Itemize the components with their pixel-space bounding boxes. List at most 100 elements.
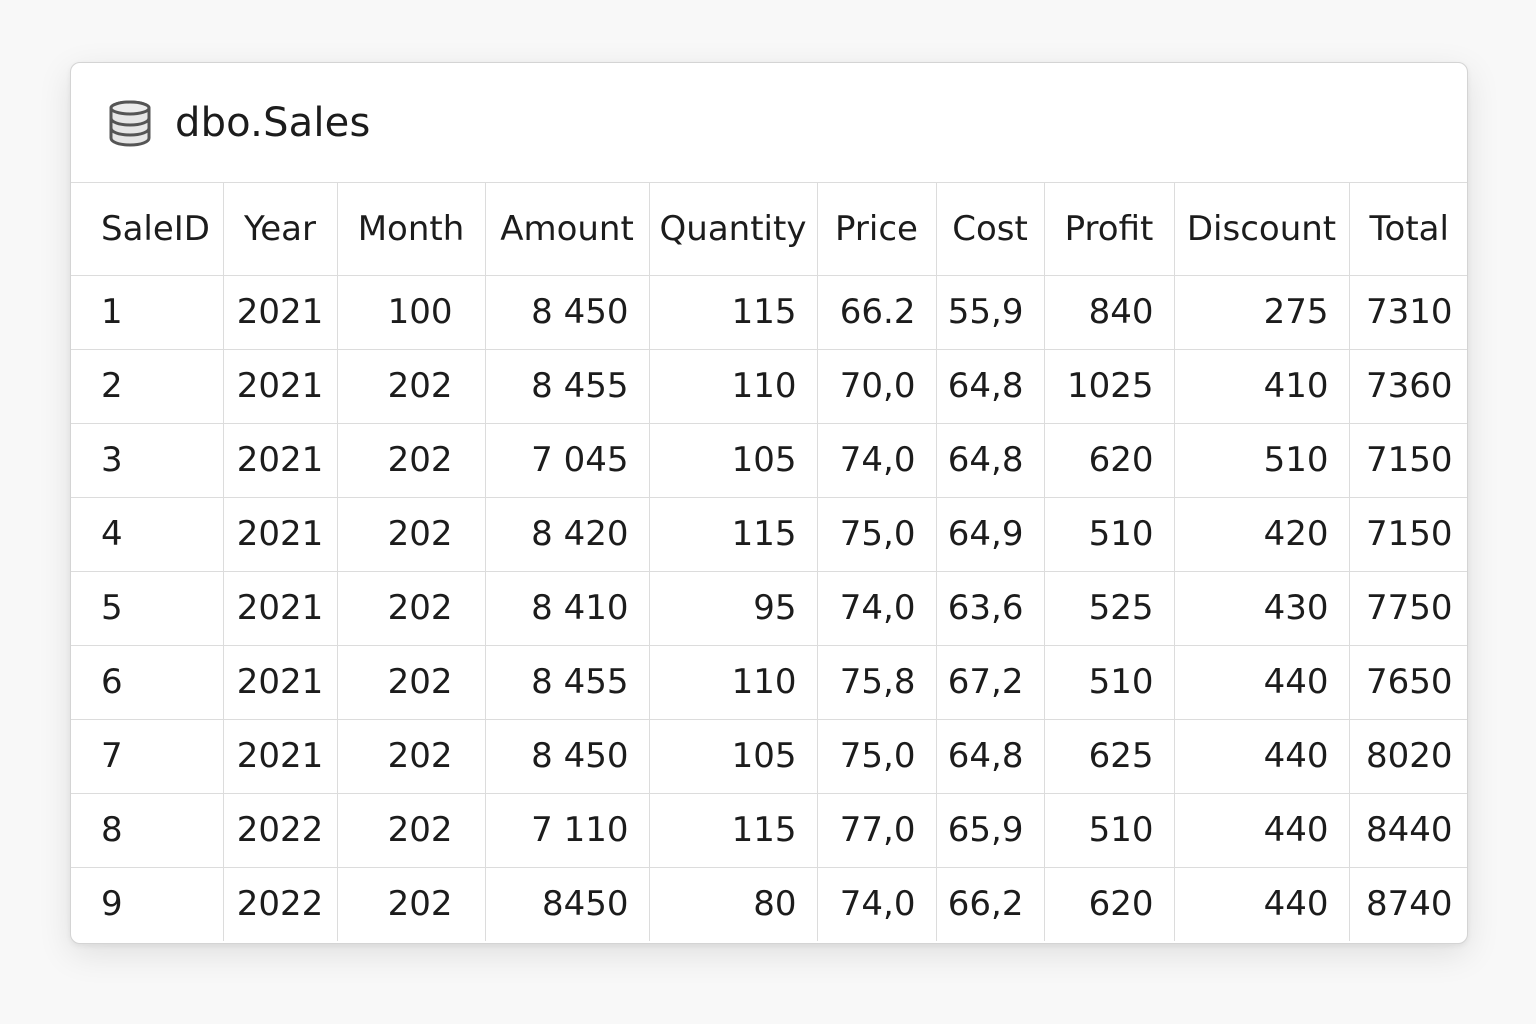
cell-quantity[interactable]: 95 xyxy=(649,571,818,646)
cell-year[interactable]: 2021 xyxy=(223,497,338,572)
cell-saleid[interactable]: 3 xyxy=(71,423,224,498)
cell-profit[interactable]: 1025 xyxy=(1044,349,1175,424)
cell-cost[interactable]: 64,9 xyxy=(936,497,1045,572)
cell-month[interactable]: 202 xyxy=(337,571,486,646)
cell-year[interactable]: 2021 xyxy=(223,719,338,794)
cell-total[interactable]: 7360 xyxy=(1349,349,1467,424)
cell-discount[interactable]: 410 xyxy=(1174,349,1350,424)
cell-year[interactable]: 2021 xyxy=(223,349,338,424)
cell-month[interactable]: 202 xyxy=(337,349,486,424)
cell-quantity[interactable]: 115 xyxy=(649,497,818,572)
cell-quantity[interactable]: 115 xyxy=(649,793,818,868)
cell-price[interactable]: 74,0 xyxy=(817,423,937,498)
cell-cost[interactable]: 65,9 xyxy=(936,793,1045,868)
cell-discount[interactable]: 510 xyxy=(1174,423,1350,498)
cell-year[interactable]: 2021 xyxy=(223,645,338,720)
cell-saleid[interactable]: 9 xyxy=(71,867,224,941)
cell-cost[interactable]: 67,2 xyxy=(936,645,1045,720)
column-header-discount[interactable]: Discount xyxy=(1174,183,1350,276)
cell-discount[interactable]: 420 xyxy=(1174,497,1350,572)
cell-month[interactable]: 202 xyxy=(337,497,486,572)
cell-price[interactable]: 74,0 xyxy=(817,571,937,646)
cell-saleid[interactable]: 7 xyxy=(71,719,224,794)
table-row[interactable]: 3 2021 202 7 045 105 74,0 64,8 620 510 7150 xyxy=(71,423,1467,498)
cell-month[interactable]: 202 xyxy=(337,423,486,498)
cell-discount[interactable]: 440 xyxy=(1174,867,1350,941)
cell-cost[interactable]: 64,8 xyxy=(936,719,1045,794)
cell-total[interactable]: 8020 xyxy=(1349,719,1467,794)
table-row[interactable]: 1 2021 100 8 450 115 66.2 55,9 840 275 7310 xyxy=(71,275,1467,350)
table-row[interactable]: 5 2021 202 8 410 95 74,0 63,6 525 430 7750 xyxy=(71,571,1467,646)
cell-saleid[interactable]: 1 xyxy=(71,275,224,350)
column-header-quantity[interactable]: Quantity xyxy=(649,183,818,276)
column-header-profit[interactable]: Profit xyxy=(1044,183,1175,276)
cell-discount[interactable]: 440 xyxy=(1174,793,1350,868)
cell-price[interactable]: 75,8 xyxy=(817,645,937,720)
column-header-saleid[interactable]: SaleID xyxy=(71,183,224,276)
cell-year[interactable]: 2022 xyxy=(223,867,338,941)
cell-year[interactable]: 2022 xyxy=(223,793,338,868)
cell-profit[interactable]: 840 xyxy=(1044,275,1175,350)
cell-total[interactable]: 7150 xyxy=(1349,497,1467,572)
cell-month[interactable]: 202 xyxy=(337,719,486,794)
cell-month[interactable]: 202 xyxy=(337,645,486,720)
cell-saleid[interactable]: 5 xyxy=(71,571,224,646)
table-row[interactable]: 9 2022 202 8450 80 74,0 66,2 620 440 8740 xyxy=(71,867,1467,941)
cell-profit[interactable]: 525 xyxy=(1044,571,1175,646)
cell-total[interactable]: 8740 xyxy=(1365,884,1453,925)
cell-saleid[interactable]: 8 xyxy=(71,793,224,868)
cell-quantity[interactable]: 115 xyxy=(649,275,818,350)
cell-amount[interactable]: 8 410 xyxy=(485,571,650,646)
cell-discount[interactable]: 440 xyxy=(1174,719,1350,794)
cell-cost[interactable]: 64,8 xyxy=(936,423,1045,498)
cell-total[interactable]: 7150 xyxy=(1349,423,1467,498)
table-row[interactable]: 8 2022 202 7 110 115 77,0 65,9 510 440 8440 xyxy=(71,793,1467,868)
column-header-amount[interactable]: Amount xyxy=(485,183,650,276)
cell-profit[interactable]: 620 xyxy=(1044,423,1175,498)
table-row[interactable]: 7 2021 202 8 450 105 75,0 64,8 625 440 8020 xyxy=(71,719,1467,794)
cell-profit[interactable]: 510 xyxy=(1044,497,1175,572)
cell-profit[interactable]: 510 xyxy=(1044,793,1175,868)
cell-total[interactable]: 8440 xyxy=(1349,793,1467,868)
cell-amount[interactable]: 8 450 xyxy=(485,275,650,350)
column-header-total[interactable]: Total xyxy=(1349,183,1467,276)
column-header-cost[interactable]: Cost xyxy=(936,183,1045,276)
cell-year[interactable]: 2021 xyxy=(223,571,338,646)
cell-quantity[interactable]: 110 xyxy=(649,349,818,424)
cell-year[interactable]: 2021 xyxy=(223,275,338,350)
table-row[interactable]: 2 2021 202 8 455 110 70,0 64,8 1025 410 7360 xyxy=(71,349,1467,424)
table-row[interactable]: 4 2021 202 8 420 115 75,0 64,9 510 420 7150 xyxy=(71,497,1467,572)
cell-discount[interactable]: 275 xyxy=(1174,275,1350,350)
cell-cost[interactable]: 55,9 xyxy=(936,275,1045,350)
column-header-price[interactable]: Price xyxy=(817,183,937,276)
cell-price[interactable]: 77,0 xyxy=(817,793,937,868)
cell-amount[interactable]: 8450 xyxy=(485,867,650,941)
cell-amount[interactable]: 8 450 xyxy=(485,719,650,794)
cell-discount[interactable]: 440 xyxy=(1174,645,1350,720)
cell-profit[interactable]: 625 xyxy=(1044,719,1175,794)
cell-profit[interactable]: 510 xyxy=(1044,645,1175,720)
cell-saleid[interactable]: 2 xyxy=(71,349,224,424)
cell-price[interactable]: 75,0 xyxy=(817,497,937,572)
cell-price[interactable]: 75,0 xyxy=(817,719,937,794)
cell-saleid[interactable]: 6 xyxy=(71,645,224,720)
cell-cost[interactable]: 63,6 xyxy=(936,571,1045,646)
cell-cost[interactable]: 64,8 xyxy=(936,349,1045,424)
cell-month[interactable]: 202 xyxy=(337,793,486,868)
cell-profit[interactable]: 620 xyxy=(1044,867,1175,941)
cell-amount[interactable]: 8 420 xyxy=(485,497,650,572)
cell-price[interactable]: 66.2 xyxy=(817,275,937,350)
cell-saleid[interactable]: 4 xyxy=(71,497,224,572)
cell-amount[interactable]: 7 045 xyxy=(485,423,650,498)
cell-total[interactable]: 7650 xyxy=(1349,645,1467,720)
column-header-year[interactable]: Year xyxy=(223,183,338,276)
cell-quantity[interactable]: 80 xyxy=(649,867,818,941)
cell-cost[interactable]: 66,2 xyxy=(936,867,1045,941)
cell-amount[interactable]: 7 110 xyxy=(485,793,650,868)
cell-month[interactable]: 202 xyxy=(337,867,486,941)
cell-month[interactable]: 100 xyxy=(337,275,486,350)
cell-total[interactable]: 7750 xyxy=(1349,571,1467,646)
cell-discount[interactable]: 430 xyxy=(1174,571,1350,646)
cell-quantity[interactable]: 110 xyxy=(649,645,818,720)
cell-quantity[interactable]: 105 xyxy=(649,719,818,794)
